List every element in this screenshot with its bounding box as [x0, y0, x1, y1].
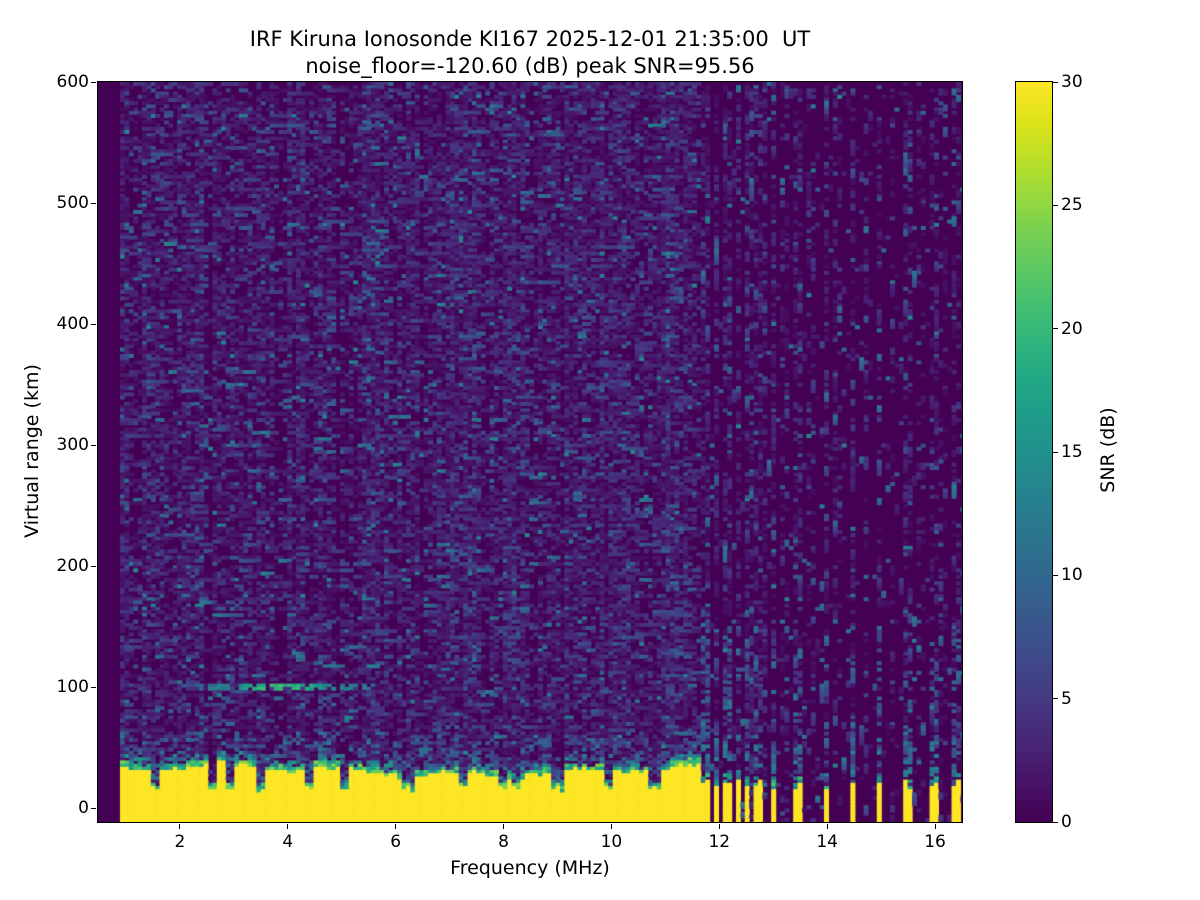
x-tick-label: 10: [600, 832, 623, 852]
x-tick-mark: [610, 824, 612, 829]
colorbar-tick-mark: [1053, 574, 1058, 576]
y-tick-mark: [91, 565, 96, 567]
x-tick-mark: [503, 824, 505, 829]
colorbar-gradient-canvas: [1016, 82, 1052, 822]
x-tick-mark: [718, 824, 720, 829]
y-tick-mark: [91, 807, 96, 809]
x-tick-label: 2: [174, 832, 186, 852]
y-tick-mark: [91, 444, 96, 446]
x-tick-mark: [287, 824, 289, 829]
colorbar-label: SNR (dB): [1097, 407, 1119, 493]
y-tick-mark: [91, 686, 96, 688]
x-tick-label: 6: [390, 832, 402, 852]
x-tick-label: 4: [282, 832, 294, 852]
colorbar-tick-mark: [1053, 698, 1058, 700]
colorbar-tick-mark: [1053, 204, 1058, 206]
y-tick-label: 400: [56, 314, 89, 335]
colorbar-tick-label: 10: [1061, 565, 1083, 586]
y-axis-label: Virtual range (km): [21, 364, 43, 538]
x-tick-label: 14: [816, 832, 838, 852]
colorbar-tick-label: 5: [1061, 688, 1072, 709]
y-tick-mark: [91, 81, 96, 83]
colorbar-tick-mark: [1053, 451, 1058, 453]
x-axis-label: Frequency (MHz): [450, 857, 610, 879]
y-tick-label: 100: [56, 677, 89, 698]
x-tick-label: 8: [498, 832, 509, 852]
colorbar-tick-mark: [1053, 328, 1058, 330]
colorbar-tick-label: 30: [1061, 72, 1083, 92]
x-tick-label: 12: [708, 832, 731, 852]
colorbar-tick-label: 0: [1061, 812, 1072, 832]
ionogram-heatmap-canvas: [98, 82, 962, 822]
chart-subtitle: noise_floor=-120.60 (dB) peak SNR=95.56: [305, 54, 755, 78]
y-tick-label: 600: [56, 72, 89, 92]
y-tick-label: 300: [56, 435, 89, 456]
colorbar: [1015, 81, 1053, 823]
colorbar-tick-label: 15: [1061, 442, 1083, 462]
y-tick-label: 0: [78, 798, 89, 819]
colorbar-tick-mark: [1053, 821, 1058, 823]
x-tick-mark: [179, 824, 181, 829]
plot-area: [97, 81, 963, 823]
y-tick-label: 200: [56, 556, 89, 577]
colorbar-tick-mark: [1053, 81, 1058, 83]
x-tick-label: 16: [924, 832, 946, 852]
y-tick-label: 500: [56, 193, 89, 213]
x-tick-mark: [934, 824, 936, 829]
y-tick-mark: [91, 202, 96, 204]
y-tick-mark: [91, 323, 96, 325]
x-tick-mark: [826, 824, 828, 829]
colorbar-tick-label: 25: [1061, 195, 1083, 216]
x-tick-mark: [395, 824, 397, 829]
chart-title: IRF Kiruna Ionosonde KI167 2025-12-01 21…: [249, 27, 811, 51]
colorbar-tick-label: 20: [1061, 318, 1083, 339]
